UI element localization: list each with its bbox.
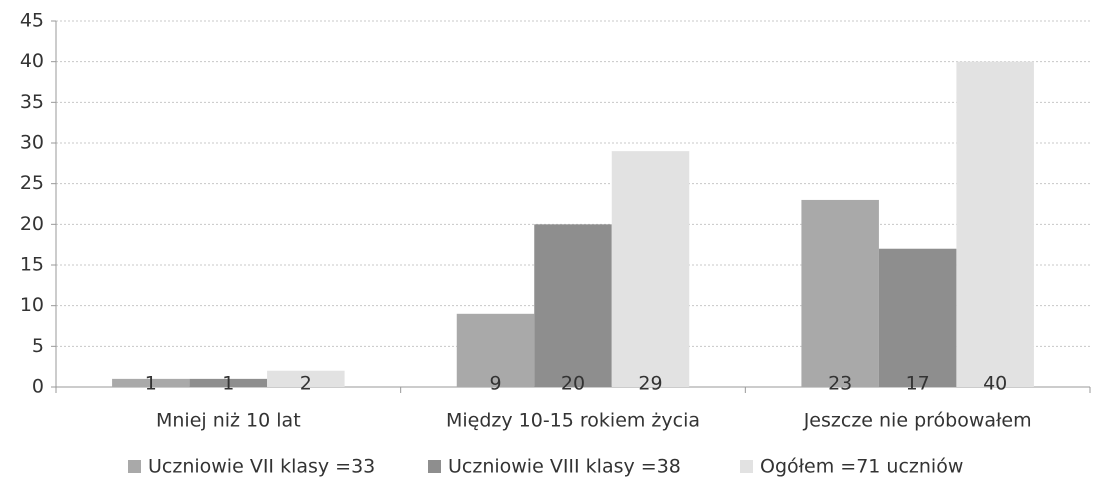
y-tick-label: 40 bbox=[20, 50, 44, 72]
legend-swatch bbox=[128, 460, 141, 473]
bar bbox=[801, 199, 879, 387]
data-label: 1 bbox=[222, 373, 234, 395]
data-label: 40 bbox=[983, 373, 1007, 395]
legend-label: Ogółem =71 uczniów bbox=[760, 456, 963, 478]
y-tick-label: 20 bbox=[20, 213, 44, 235]
data-label: 17 bbox=[906, 373, 930, 395]
data-label: 2 bbox=[300, 373, 312, 395]
y-tick-label: 25 bbox=[20, 172, 44, 194]
x-tick-label: Mniej niż 10 lat bbox=[156, 410, 301, 432]
legend-swatch bbox=[428, 460, 441, 473]
bar bbox=[611, 151, 690, 387]
y-tick-label: 10 bbox=[20, 294, 44, 316]
data-label: 20 bbox=[561, 373, 585, 395]
y-tick-label: 15 bbox=[20, 254, 44, 276]
bar bbox=[534, 224, 612, 387]
y-tick-label: 30 bbox=[20, 132, 44, 154]
data-label: 29 bbox=[638, 373, 662, 395]
x-tick-label: Jeszcze nie próbowałem bbox=[803, 410, 1032, 432]
y-tick-label: 0 bbox=[32, 376, 44, 398]
bar bbox=[189, 378, 268, 387]
y-tick-label: 45 bbox=[20, 10, 44, 32]
data-label: 23 bbox=[828, 373, 852, 395]
bar bbox=[456, 313, 535, 387]
data-label: 1 bbox=[145, 373, 157, 395]
data-label: 9 bbox=[489, 373, 501, 395]
y-tick-label: 35 bbox=[20, 91, 44, 113]
bar bbox=[267, 370, 345, 387]
legend-swatch bbox=[740, 460, 753, 473]
legend-label: Uczniowie VIII klasy =38 bbox=[448, 456, 681, 478]
bar bbox=[878, 248, 957, 387]
bar bbox=[112, 378, 190, 387]
y-tick-label: 5 bbox=[32, 335, 44, 357]
x-tick-label: Między 10-15 rokiem życia bbox=[446, 410, 700, 432]
legend-label: Uczniowie VII klasy =33 bbox=[148, 456, 375, 478]
bar bbox=[956, 61, 1034, 388]
